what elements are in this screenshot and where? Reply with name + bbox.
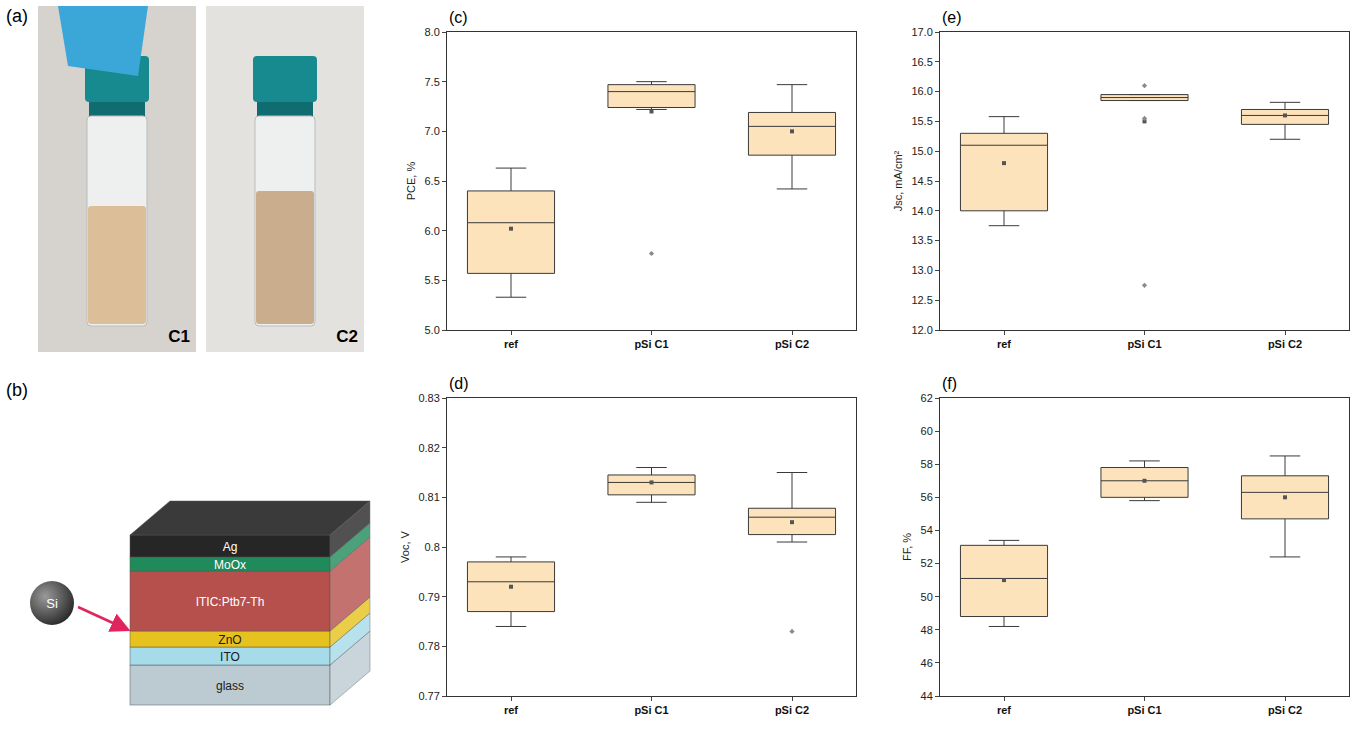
svg-text:0.82: 0.82 (418, 442, 439, 454)
svg-text:pSi C2: pSi C2 (1268, 704, 1302, 716)
svg-text:52: 52 (921, 557, 933, 569)
svg-text:pSi C1: pSi C1 (634, 704, 668, 716)
svg-text:17.0: 17.0 (911, 26, 932, 38)
svg-text:15.0: 15.0 (911, 145, 932, 157)
svg-text:0.79: 0.79 (418, 591, 439, 603)
svg-text:0.8: 0.8 (425, 541, 440, 553)
svg-text:pSi C2: pSi C2 (775, 338, 809, 350)
svg-text:50: 50 (921, 591, 933, 603)
svg-text:12.5: 12.5 (911, 294, 932, 306)
svg-text:14.0: 14.0 (911, 205, 932, 217)
svg-text:44: 44 (921, 690, 933, 702)
svg-text:(a): (a) (6, 6, 28, 26)
svg-text:(b): (b) (6, 380, 28, 400)
svg-text:C1: C1 (168, 327, 190, 346)
svg-text:60: 60 (921, 425, 933, 437)
svg-text:FF, %: FF, % (901, 533, 913, 561)
svg-text:ref: ref (997, 704, 1011, 716)
svg-text:Ag: Ag (223, 540, 238, 554)
svg-text:15.5: 15.5 (911, 115, 932, 127)
svg-text:58: 58 (921, 458, 933, 470)
svg-text:7.5: 7.5 (425, 76, 440, 88)
svg-text:8.0: 8.0 (425, 26, 440, 38)
svg-text:ITIC:Ptb7-Th: ITIC:Ptb7-Th (196, 595, 265, 609)
svg-text:48: 48 (921, 624, 933, 636)
svg-text:ITO: ITO (220, 650, 240, 664)
svg-text:5.5: 5.5 (425, 274, 440, 286)
svg-text:MoOx: MoOx (214, 558, 246, 572)
svg-text:pSi C1: pSi C1 (1127, 338, 1161, 350)
svg-text:14.5: 14.5 (911, 175, 932, 187)
svg-text:6.0: 6.0 (425, 225, 440, 237)
svg-text:0.83: 0.83 (418, 392, 439, 404)
svg-text:16.0: 16.0 (911, 85, 932, 97)
svg-text:16.5: 16.5 (911, 56, 932, 68)
svg-text:0.78: 0.78 (418, 640, 439, 652)
svg-text:56: 56 (921, 491, 933, 503)
svg-text:C2: C2 (336, 327, 358, 346)
svg-text:Voc, V: Voc, V (399, 530, 411, 562)
svg-text:pSi C1: pSi C1 (1127, 704, 1161, 716)
svg-text:ref: ref (504, 704, 518, 716)
svg-text:(d): (d) (449, 375, 469, 392)
svg-text:Jsc, mA/cm²: Jsc, mA/cm² (892, 150, 904, 211)
svg-text:54: 54 (921, 524, 933, 536)
svg-text:ZnO: ZnO (218, 633, 241, 647)
svg-text:PCE, %: PCE, % (405, 162, 417, 201)
svg-text:0.77: 0.77 (418, 690, 439, 702)
svg-text:12.0: 12.0 (911, 324, 932, 336)
svg-text:(c): (c) (449, 9, 468, 26)
svg-text:13.5: 13.5 (911, 234, 932, 246)
svg-text:ref: ref (504, 338, 518, 350)
svg-text:46: 46 (921, 657, 933, 669)
svg-text:pSi C2: pSi C2 (1268, 338, 1302, 350)
svg-text:pSi C1: pSi C1 (634, 338, 668, 350)
svg-text:pSi C2: pSi C2 (775, 704, 809, 716)
svg-text:0.81: 0.81 (418, 491, 439, 503)
svg-text:glass: glass (216, 679, 244, 693)
svg-text:7.0: 7.0 (425, 125, 440, 137)
svg-text:5.0: 5.0 (425, 324, 440, 336)
svg-text:ref: ref (997, 338, 1011, 350)
svg-text:Si: Si (46, 596, 58, 611)
svg-text:62: 62 (921, 392, 933, 404)
svg-text:(e): (e) (942, 9, 962, 26)
svg-text:(f): (f) (942, 375, 957, 392)
svg-text:6.5: 6.5 (425, 175, 440, 187)
svg-text:13.0: 13.0 (911, 264, 932, 276)
